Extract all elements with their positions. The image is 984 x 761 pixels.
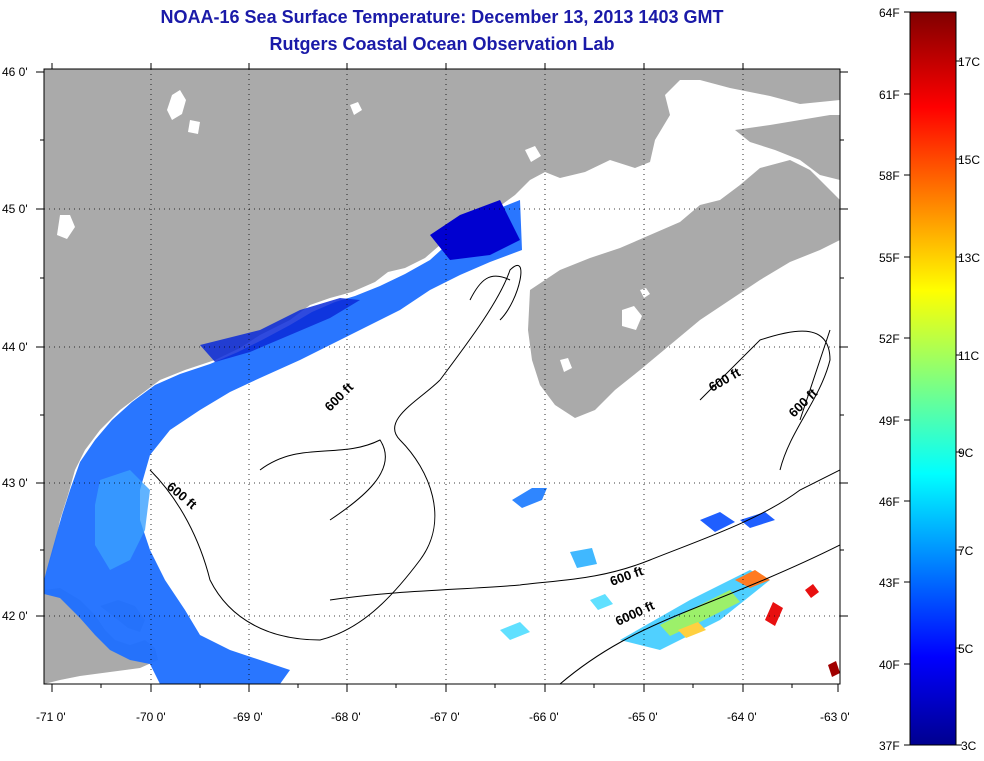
cb-f-40: 40F bbox=[879, 658, 900, 672]
lat-label-46: 46 0' bbox=[2, 65, 28, 79]
cb-f-37: 37F bbox=[879, 739, 900, 753]
lon-label-70: -70 0' bbox=[136, 710, 166, 724]
cb-c-9: 9C bbox=[958, 446, 974, 460]
cb-f-58: 58F bbox=[879, 169, 900, 183]
cb-f-43: 43F bbox=[879, 576, 900, 590]
plot-frame bbox=[43, 68, 841, 685]
lon-label-65: -65 0' bbox=[628, 710, 658, 724]
depth-contours bbox=[149, 264, 840, 684]
cb-f-55: 55F bbox=[879, 251, 900, 265]
cb-c-15: 15C bbox=[958, 153, 980, 167]
lon-label-63: -63 0' bbox=[820, 710, 850, 724]
cb-f-46: 46F bbox=[879, 495, 900, 509]
lat-label-45: 45 0' bbox=[2, 202, 28, 216]
lon-label-69: -69 0' bbox=[233, 710, 263, 724]
cb-c-17: 17C bbox=[958, 55, 980, 69]
cb-c-3: 3C bbox=[961, 739, 977, 753]
colorbar bbox=[909, 11, 957, 746]
map-subtitle: Rutgers Coastal Ocean Observation Lab bbox=[269, 34, 615, 54]
colorbar-ticks bbox=[904, 11, 962, 746]
land-nova-scotia bbox=[528, 160, 840, 418]
cb-f-52: 52F bbox=[879, 332, 900, 346]
latitude-labels: 46 0' 45 0' 44 0' 43 0' 42 0' bbox=[2, 65, 28, 623]
lon-label-66: -66 0' bbox=[529, 710, 559, 724]
lon-label-67: -67 0' bbox=[430, 710, 460, 724]
cb-f-61: 61F bbox=[879, 88, 900, 102]
cb-f-49: 49F bbox=[879, 414, 900, 428]
lat-label-44: 44 0' bbox=[2, 340, 28, 354]
cb-c-5: 5C bbox=[958, 642, 974, 656]
lon-label-68: -68 0' bbox=[331, 710, 361, 724]
axis-ticks bbox=[36, 63, 848, 692]
lat-label-42: 42 0' bbox=[2, 609, 28, 623]
colorbar-fahrenheit-labels: 64F 61F 58F 55F 52F 49F 46F 43F 40F 37F bbox=[879, 6, 900, 753]
colorbar-celsius-labels: 17C 15C 13C 11C 9C 7C 5C 3C bbox=[958, 55, 980, 753]
lon-label-64: -64 0' bbox=[727, 710, 757, 724]
lon-label-71: -71 0' bbox=[36, 710, 66, 724]
inland-lakes bbox=[167, 90, 200, 134]
longitude-labels: -71 0' -70 0' -69 0' -68 0' -67 0' -66 0… bbox=[36, 710, 850, 724]
cb-c-11: 11C bbox=[958, 349, 979, 363]
sst-offshore-patches bbox=[500, 488, 840, 677]
land-east-ns bbox=[735, 115, 840, 180]
cb-f-64: 64F bbox=[879, 6, 900, 20]
land-mainland bbox=[44, 69, 840, 580]
lat-label-43: 43 0' bbox=[2, 476, 28, 490]
cb-c-13: 13C bbox=[958, 251, 980, 265]
cb-c-7: 7C bbox=[958, 544, 974, 558]
map-title: NOAA-16 Sea Surface Temperature: Decembe… bbox=[160, 7, 724, 27]
